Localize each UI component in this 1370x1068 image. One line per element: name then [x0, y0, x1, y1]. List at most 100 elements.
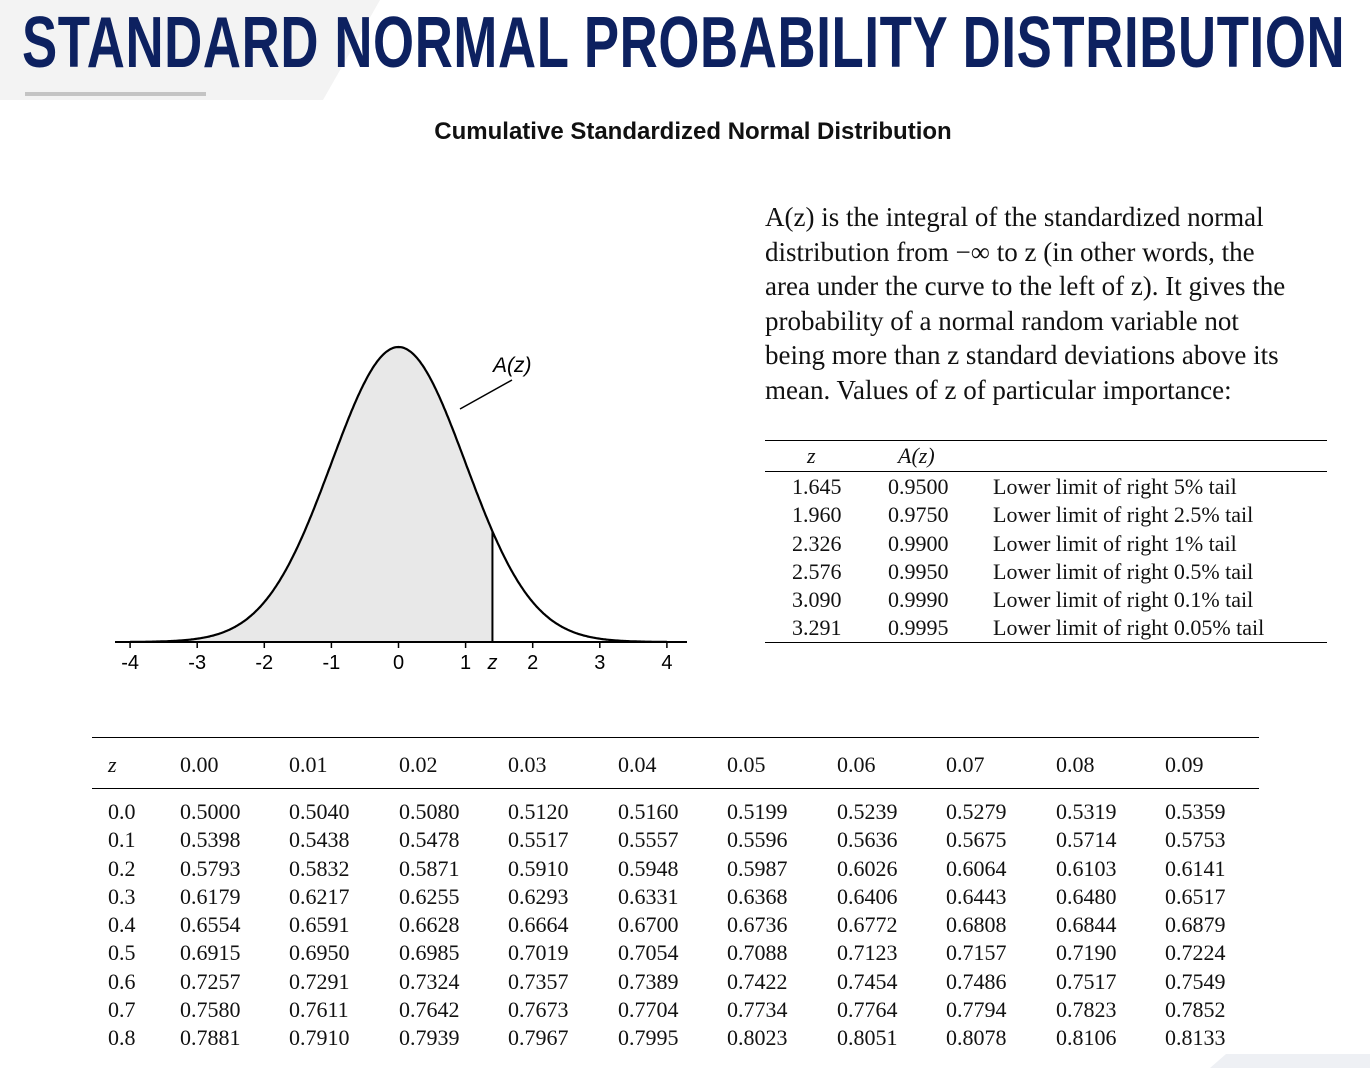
table-cell: 3.291: [792, 615, 842, 641]
importance-table: z A(z) 1.645 0.9500 Lower limit of right 5% …: [765, 440, 1327, 643]
x-tick-label: 3: [594, 652, 605, 674]
column-header: 0.06: [837, 752, 876, 777]
x-tick-label: -3: [188, 652, 206, 674]
description-line: mean. Values of z of particular importan…: [765, 374, 1232, 405]
column-header: 0.01: [289, 752, 328, 777]
table-cell: 0.6517: [1165, 883, 1226, 909]
table-row: 0.4 0.6554 0.6591 0.6628 0.6664 0.6700 0.6736 0…: [92, 912, 1259, 940]
description: A(z) is the integral of the standardized…: [765, 200, 1365, 407]
row-z-value: 0.5: [108, 940, 136, 966]
table-cell: 0.8051: [837, 1025, 898, 1051]
footer-background-shape: [1210, 1054, 1370, 1068]
table-cell: 0.7823: [1056, 997, 1117, 1023]
table-cell: 0.5832: [289, 855, 350, 881]
table-row: 2.326 0.9900 Lower limit of right 1% tail: [765, 529, 1327, 557]
column-header: 0.09: [1165, 752, 1204, 777]
table-cell: 0.6141: [1165, 855, 1226, 881]
importance-table-header: z A(z): [765, 441, 1327, 472]
table-cell: 0.6808: [946, 912, 1007, 938]
table-cell: 2.326: [792, 530, 842, 556]
row-z-value: 0.7: [108, 997, 136, 1023]
z-table-header: z 0.00 0.01 0.02 0.03 0.04 0.05 0.06 0.07 0.08 0.0…: [92, 737, 1259, 789]
table-cell: Lower limit of right 0.1% tail: [993, 587, 1254, 613]
x-tick-label: 4: [661, 652, 672, 674]
table-cell: 0.5319: [1056, 799, 1117, 824]
table-cell: 0.6443: [946, 883, 1007, 909]
table-cell: 0.7224: [1165, 940, 1226, 966]
description-line: being more than z standard deviations ab…: [765, 340, 1279, 370]
table-row: 0.7 0.7580 0.7611 0.7642 0.7673 0.7704 0.7734 0…: [92, 997, 1259, 1025]
table-cell: 0.9750: [888, 502, 949, 528]
table-cell: 0.5636: [837, 827, 898, 853]
table-cell: 0.7291: [289, 968, 350, 994]
table-cell: 0.5438: [289, 827, 350, 853]
table-cell: 0.6480: [1056, 883, 1117, 909]
table-cell: 0.5040: [289, 799, 350, 824]
table-row: 0.3 0.6179 0.6217 0.6255 0.6293 0.6331 0.6368 0…: [92, 884, 1259, 912]
area-label-leader: [459, 379, 513, 410]
z-table: z 0.00 0.01 0.02 0.03 0.04 0.05 0.06 0.07 0.08 0.0…: [92, 737, 1259, 1054]
table-cell: 0.5714: [1056, 827, 1117, 853]
column-header: 0.05: [727, 752, 766, 777]
z-table-body: 0.0 0.5000 0.5040 0.5080 0.5120 0.5160 0.5199 0…: [92, 789, 1259, 1054]
table-cell: 0.8133: [1165, 1025, 1226, 1051]
table-cell: 0.5080: [399, 799, 460, 824]
table-cell: 0.9900: [888, 530, 949, 556]
table-cell: 0.6628: [399, 912, 460, 938]
table-row: 1.960 0.9750 Lower limit of right 2.5% tai…: [765, 500, 1327, 528]
table-cell: 0.5239: [837, 799, 898, 824]
table-cell: 0.6950: [289, 940, 350, 966]
table-cell: 0.9990: [888, 587, 949, 613]
table-cell: 1.960: [792, 502, 842, 528]
table-cell: 0.6554: [180, 912, 241, 938]
density-curve: [130, 345, 667, 643]
table-row: 0.0 0.5000 0.5040 0.5080 0.5120 0.5160 0.5199 0…: [92, 799, 1259, 827]
table-cell: 0.7704: [618, 997, 679, 1023]
area-label: A(z): [491, 354, 532, 377]
table-cell: 3.090: [792, 587, 842, 613]
table-cell: 0.5596: [727, 827, 788, 853]
table-cell: 0.7939: [399, 1025, 460, 1051]
table-row: 0.1 0.5398 0.5438 0.5478 0.5517 0.5557 0.5596 0…: [92, 827, 1259, 855]
table-row: 1.645 0.9500 Lower limit of right 5% tail: [765, 472, 1327, 500]
table-cell: 0.5000: [180, 799, 241, 824]
table-cell: 0.6217: [289, 883, 350, 909]
table-cell: 0.6736: [727, 912, 788, 938]
header-cell: z: [807, 443, 816, 468]
description-line: A(z) is the integral of the standardized…: [765, 202, 1264, 232]
column-header: 0.00: [180, 752, 219, 777]
table-cell: 2.576: [792, 558, 842, 584]
description-line: probability of a normal random variable …: [765, 305, 1239, 336]
table-cell: 0.5120: [508, 799, 569, 824]
table-cell: 0.5948: [618, 855, 679, 881]
row-z-value: 0.0: [108, 799, 136, 824]
table-cell: 0.7995: [618, 1025, 679, 1051]
table-cell: 0.6879: [1165, 912, 1226, 938]
table-cell: 0.5910: [508, 855, 569, 881]
table-cell: 0.7794: [946, 997, 1007, 1023]
description-line: area under the curve to the left of z). …: [765, 271, 1286, 301]
table-cell: 0.6255: [399, 883, 460, 909]
table-cell: 0.6064: [946, 855, 1007, 881]
x-tick-label: 2: [527, 652, 538, 674]
page-title: STANDARD NORMAL PROBABILITY DISTRIBUTION: [22, 1, 1346, 83]
table-cell: 0.7486: [946, 968, 1007, 994]
table-row: 3.291 0.9995 Lower limit of right 0.05% ta…: [765, 613, 1327, 641]
column-header: 0.03: [508, 752, 547, 777]
row-z-value: 0.1: [108, 827, 136, 853]
table-cell: 0.9950: [888, 558, 949, 584]
table-row: 3.090 0.9990 Lower limit of right 0.1% tai…: [765, 585, 1327, 613]
table-cell: Lower limit of right 0.5% tail: [993, 558, 1254, 584]
row-z-value: 0.8: [108, 1025, 136, 1051]
row-z-value: 0.4: [108, 912, 136, 938]
table-cell: 0.6179: [180, 883, 241, 909]
table-cell: 0.5987: [727, 855, 788, 881]
table-cell: 0.5675: [946, 827, 1007, 853]
table-cell: 0.7967: [508, 1025, 569, 1051]
table-cell: 0.5199: [727, 799, 788, 824]
table-cell: 0.7881: [180, 1025, 241, 1051]
row-z-value: 0.2: [108, 855, 136, 881]
header-cell: A(z): [898, 443, 935, 468]
table-cell: 0.7422: [727, 968, 788, 994]
column-header: 0.07: [946, 752, 985, 777]
